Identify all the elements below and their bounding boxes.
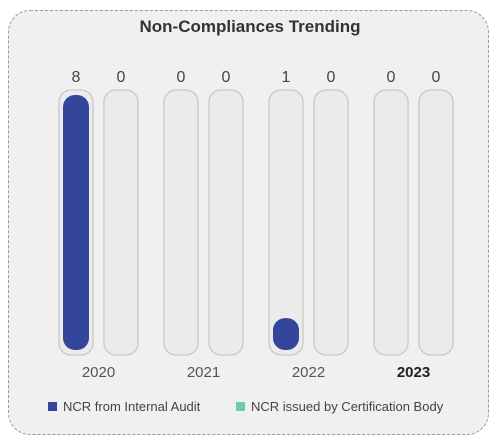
bar-track [313, 89, 349, 356]
bar-value-label: 0 [177, 69, 186, 86]
bar [273, 318, 299, 350]
x-tick-label: 2023 [397, 364, 430, 381]
legend-item: NCR issued by Certification Body [236, 399, 443, 414]
x-tick-label: 2021 [187, 364, 220, 381]
legend-item: NCR from Internal Audit [48, 399, 200, 414]
bar-value-label: 0 [432, 69, 441, 86]
bar-track [163, 89, 199, 356]
chart-title: Non-Compliances Trending [139, 17, 361, 36]
bar-value-label: 1 [282, 69, 291, 86]
chart-legend: NCR from Internal Audit NCR issued by Cer… [0, 399, 500, 417]
legend-swatch [236, 402, 245, 411]
bar-value-label: 0 [117, 69, 126, 86]
bar-track [373, 89, 409, 356]
legend-swatch [48, 402, 57, 411]
bar-track [268, 89, 304, 356]
x-tick-label: 2020 [82, 364, 115, 381]
bar-value-label: 8 [72, 69, 81, 86]
bar [63, 95, 89, 350]
bar-track [208, 89, 244, 356]
legend-label: NCR issued by Certification Body [251, 399, 444, 414]
bar-value-label: 0 [327, 69, 336, 86]
bar-track [418, 89, 454, 356]
x-tick-label: 2022 [292, 364, 325, 381]
legend-label: NCR from Internal Audit [63, 399, 201, 414]
bar-value-label: 0 [387, 69, 396, 86]
bar-value-label: 0 [222, 69, 231, 86]
bar-track [103, 89, 139, 356]
